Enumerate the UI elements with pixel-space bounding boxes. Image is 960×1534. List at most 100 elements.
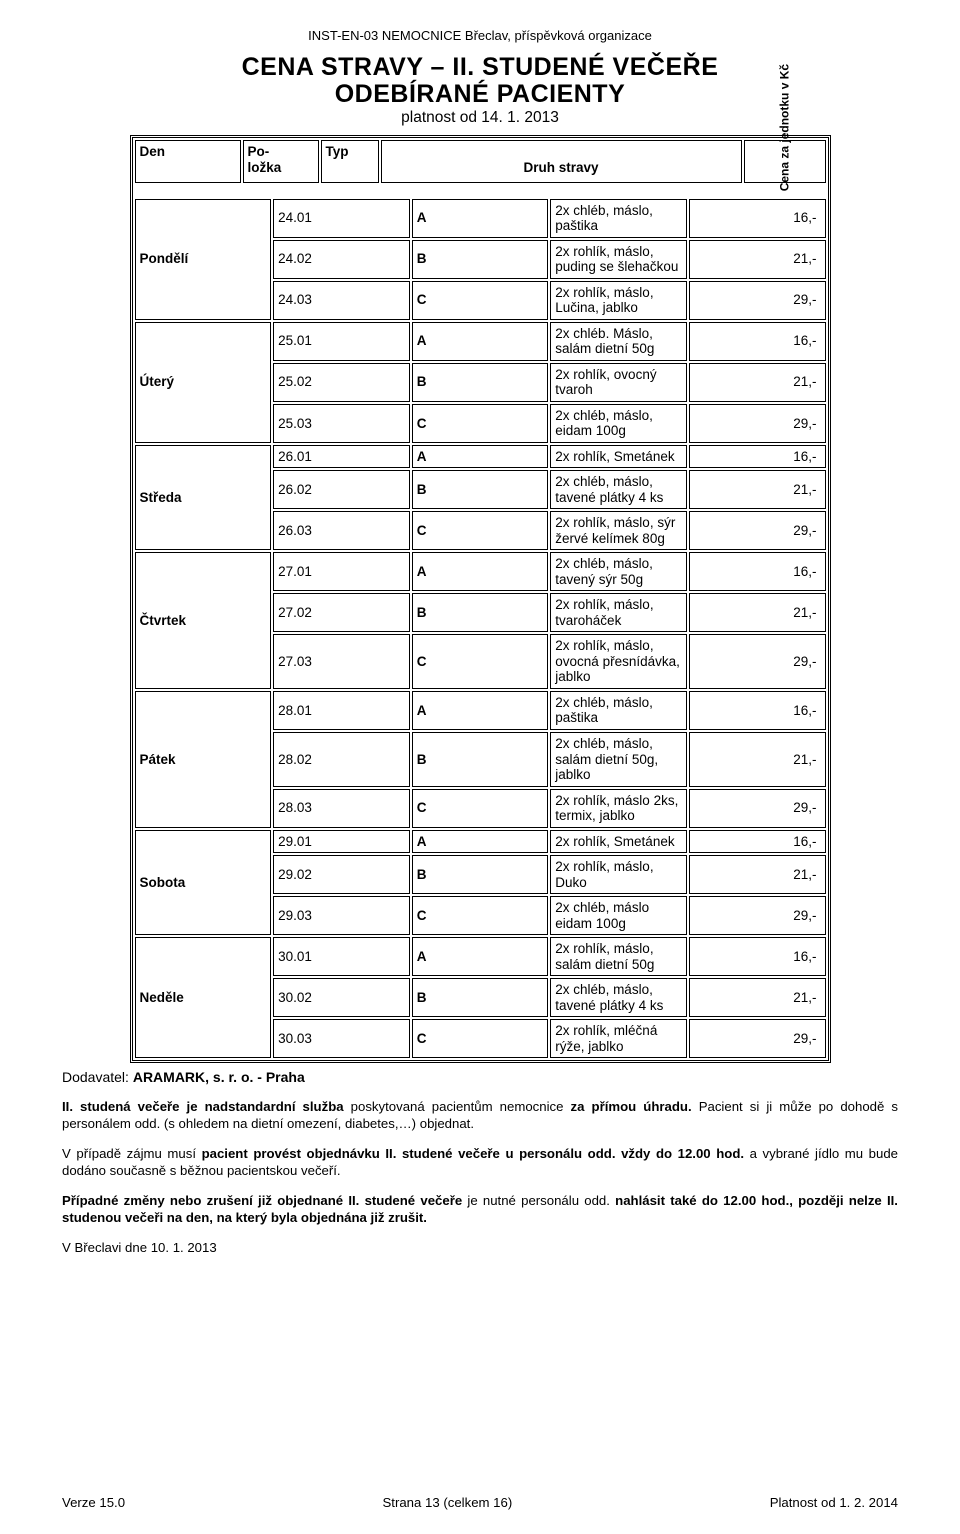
- type-cell: C: [412, 634, 549, 689]
- p1-bold-c: za přímou úhradu.: [571, 1099, 692, 1114]
- day-cell: Neděle: [135, 937, 272, 1058]
- menu-header-table: Den Po- ložka Typ Druh stravy Cena za je…: [133, 138, 828, 185]
- title-line-2: ODEBÍRANÉ PACIENTY: [62, 80, 898, 109]
- food-cell: 2x chléb, máslo, salám dietní 50g, jablk…: [550, 732, 687, 787]
- p2-text-a: V případě zájmu musí: [62, 1146, 202, 1161]
- day-cell: Středa: [135, 445, 272, 551]
- type-cell: C: [412, 896, 549, 935]
- type-cell: A: [412, 322, 549, 361]
- col-header-day: Den: [135, 140, 241, 183]
- food-cell: 2x rohlík, máslo 2ks, termix, jablko: [550, 789, 687, 828]
- item-cell: 27.03: [273, 634, 410, 689]
- table-row: Pondělí24.01A2x chléb, máslo, paštika16,…: [135, 199, 826, 238]
- price-cell: 29,-: [689, 634, 826, 689]
- food-cell: 2x chléb, máslo, tavený sýr 50g: [550, 552, 687, 591]
- item-cell: 25.03: [273, 404, 410, 443]
- day-cell: Pondělí: [135, 199, 272, 320]
- food-cell: 2x rohlík, máslo, tvaroháček: [550, 593, 687, 632]
- title-block: CENA STRAVY – II. STUDENÉ VEČEŘE ODEBÍRA…: [62, 53, 898, 127]
- type-cell: B: [412, 855, 549, 894]
- item-cell: 29.03: [273, 896, 410, 935]
- col-header-food: Druh stravy: [381, 140, 742, 183]
- price-cell: 21,-: [689, 363, 826, 402]
- food-cell: 2x rohlík, máslo, Lučina, jablko: [550, 281, 687, 320]
- type-cell: B: [412, 363, 549, 402]
- item-cell: 24.02: [273, 240, 410, 279]
- food-cell: 2x chléb, máslo, tavené plátky 4 ks: [550, 470, 687, 509]
- item-cell: 28.02: [273, 732, 410, 787]
- menu-table-frame: Den Po- ložka Typ Druh stravy Cena za je…: [130, 135, 831, 1063]
- title-line-1: CENA STRAVY – II. STUDENÉ VEČEŘE: [62, 53, 898, 82]
- item-cell: 24.03: [273, 281, 410, 320]
- paragraph-1: II. studená večeře je nadstandardní služ…: [62, 1099, 898, 1132]
- col-header-type: Typ: [321, 140, 379, 183]
- food-cell: 2x rohlík, mléčná rýže, jablko: [550, 1019, 687, 1058]
- item-cell: 26.01: [273, 445, 410, 469]
- day-cell: Čtvrtek: [135, 552, 272, 689]
- food-cell: 2x chléb, máslo, tavené plátky 4 ks: [550, 978, 687, 1017]
- price-cell: 29,-: [689, 404, 826, 443]
- item-cell: 28.01: [273, 691, 410, 730]
- p2-bold-b: pacient provést objednávku II. studené v…: [202, 1146, 744, 1161]
- price-cell: 29,-: [689, 281, 826, 320]
- price-cell: 21,-: [689, 855, 826, 894]
- item-cell: 29.02: [273, 855, 410, 894]
- supplier-line: Dodavatel: ARAMARK, s. r. o. - Praha: [62, 1069, 898, 1085]
- type-cell: A: [412, 552, 549, 591]
- item-cell: 26.02: [273, 470, 410, 509]
- price-cell: 29,-: [689, 1019, 826, 1058]
- item-cell: 30.01: [273, 937, 410, 976]
- type-cell: B: [412, 978, 549, 1017]
- table-row: Sobota29.01A2x rohlík, Smetánek16,-: [135, 830, 826, 854]
- item-cell: 30.03: [273, 1019, 410, 1058]
- food-cell: 2x rohlík, máslo, puding se šlehačkou: [550, 240, 687, 279]
- p3-bold-a: Případné změny nebo zrušení již objednan…: [62, 1193, 462, 1208]
- price-cell: 21,-: [689, 240, 826, 279]
- footer-right: Platnost od 1. 2. 2014: [770, 1495, 898, 1510]
- paragraph-3: Případné změny nebo zrušení již objednan…: [62, 1193, 898, 1226]
- footer-center: Strana 13 (celkem 16): [383, 1495, 513, 1510]
- price-cell: 16,-: [689, 322, 826, 361]
- food-cell: 2x rohlík, Smetánek: [550, 445, 687, 469]
- table-row: Středa26.01A2x rohlík, Smetánek16,-: [135, 445, 826, 469]
- day-cell: Sobota: [135, 830, 272, 936]
- item-cell: 27.02: [273, 593, 410, 632]
- food-cell: 2x rohlík, máslo, Duko: [550, 855, 687, 894]
- food-cell: 2x rohlík, ovocný tvaroh: [550, 363, 687, 402]
- doc-header: INST-EN-03 NEMOCNICE Břeclav, příspěvkov…: [62, 28, 898, 43]
- type-cell: C: [412, 789, 549, 828]
- food-cell: 2x rohlík, máslo, salám dietní 50g: [550, 937, 687, 976]
- item-cell: 30.02: [273, 978, 410, 1017]
- item-cell: 24.01: [273, 199, 410, 238]
- type-cell: A: [412, 937, 549, 976]
- type-cell: C: [412, 404, 549, 443]
- item-cell: 26.03: [273, 511, 410, 550]
- item-cell: 28.03: [273, 789, 410, 828]
- price-cell: 16,-: [689, 199, 826, 238]
- type-cell: C: [412, 1019, 549, 1058]
- type-cell: A: [412, 691, 549, 730]
- type-cell: A: [412, 445, 549, 469]
- menu-body-table: Pondělí24.01A2x chléb, máslo, paštika16,…: [133, 185, 828, 1061]
- food-cell: 2x chléb, máslo, paštika: [550, 199, 687, 238]
- col-header-item: Po- ložka: [243, 140, 319, 183]
- type-cell: B: [412, 470, 549, 509]
- price-cell: 21,-: [689, 593, 826, 632]
- price-cell: 21,-: [689, 470, 826, 509]
- table-row: Neděle30.01A2x rohlík, máslo, salám diet…: [135, 937, 826, 976]
- item-cell: 29.01: [273, 830, 410, 854]
- price-cell: 21,-: [689, 978, 826, 1017]
- supplier-label: Dodavatel:: [62, 1069, 133, 1085]
- subtitle: platnost od 14. 1. 2013: [62, 109, 898, 127]
- table-row: Čtvrtek27.01A2x chléb, máslo, tavený sýr…: [135, 552, 826, 591]
- date-line: V Břeclavi dne 10. 1. 2013: [62, 1240, 898, 1257]
- p1-text-b: poskytovaná pacientům nemocnice: [344, 1099, 571, 1114]
- type-cell: C: [412, 511, 549, 550]
- type-cell: C: [412, 281, 549, 320]
- col-header-price: Cena za jednotku v Kč: [744, 140, 826, 183]
- table-row: Pátek28.01A2x chléb, máslo, paštika16,-: [135, 691, 826, 730]
- food-cell: 2x chléb. Máslo, salám dietní 50g: [550, 322, 687, 361]
- price-cell: 16,-: [689, 552, 826, 591]
- day-cell: Pátek: [135, 691, 272, 828]
- price-cell: 16,-: [689, 445, 826, 469]
